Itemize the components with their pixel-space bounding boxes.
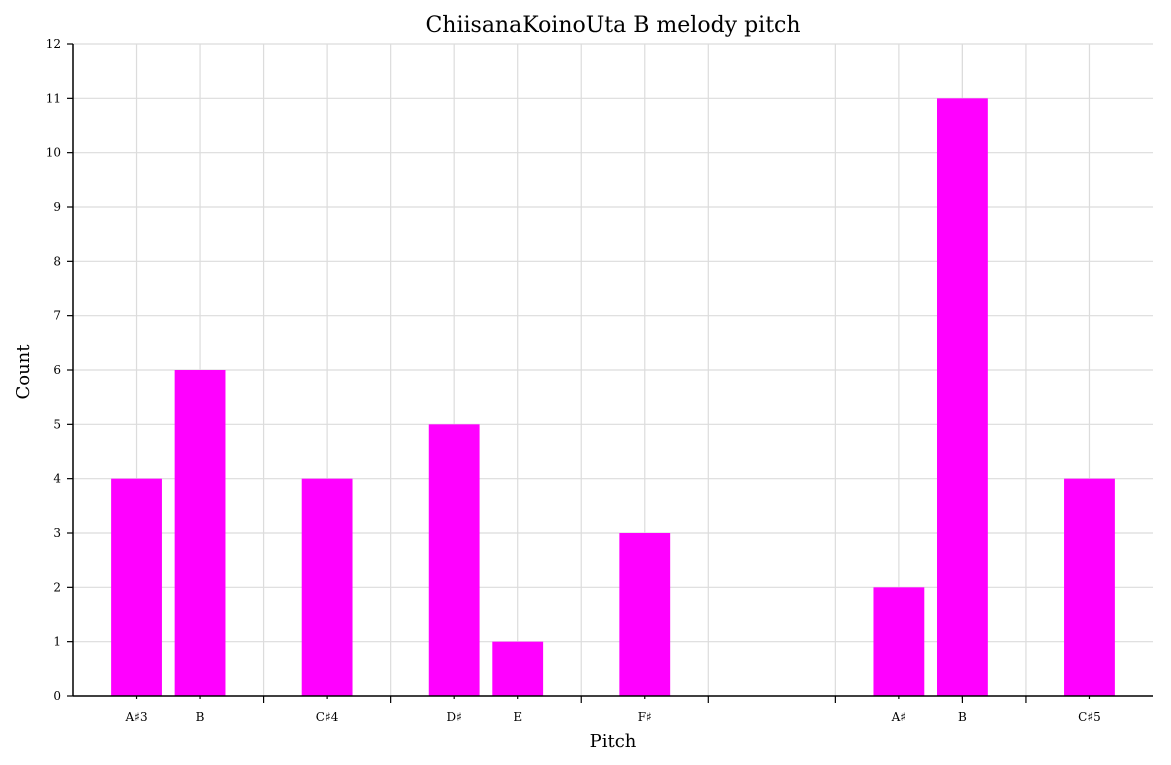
bar (492, 641, 544, 696)
bar (1064, 478, 1115, 696)
y-tick-label: 10 (46, 146, 61, 160)
y-tick-label: 4 (53, 472, 61, 486)
bar-layer (111, 98, 1115, 697)
bar (619, 533, 671, 696)
x-tick-label: E (513, 710, 522, 724)
x-axis-label: Pitch (590, 731, 637, 752)
y-tick-label: 6 (53, 363, 61, 377)
x-tick-label: C♯4 (316, 710, 339, 724)
y-tick-label: 1 (53, 635, 61, 649)
grid-layer (73, 43, 1153, 696)
y-tick-label: 9 (53, 200, 61, 214)
bar (174, 370, 226, 696)
bar (873, 587, 925, 696)
bar (428, 424, 480, 696)
y-tick-label: 8 (53, 254, 61, 268)
x-tick-label: B (958, 710, 967, 724)
x-tick-label: B (196, 710, 205, 724)
y-tick-label: 11 (46, 91, 61, 105)
y-tick-label: 2 (53, 580, 61, 594)
y-tick-label: 0 (53, 689, 61, 703)
chart-title: ChiisanaKoinoUta B melody pitch (425, 13, 800, 38)
bar (301, 478, 353, 696)
x-tick-label: A♯ (891, 710, 906, 724)
y-tick-label: 3 (53, 526, 61, 540)
y-axis-label: Count (13, 344, 34, 400)
y-tick-label: 12 (46, 37, 61, 51)
x-tick-label: F♯ (638, 710, 652, 724)
bar (937, 98, 988, 697)
bar (111, 478, 162, 696)
x-tick-label: C♯5 (1078, 710, 1101, 724)
y-tick-label: 7 (53, 309, 61, 323)
x-tick-label: A♯3 (124, 710, 147, 724)
y-tick-label: 5 (53, 417, 61, 431)
x-tick-label: D♯ (446, 710, 461, 724)
